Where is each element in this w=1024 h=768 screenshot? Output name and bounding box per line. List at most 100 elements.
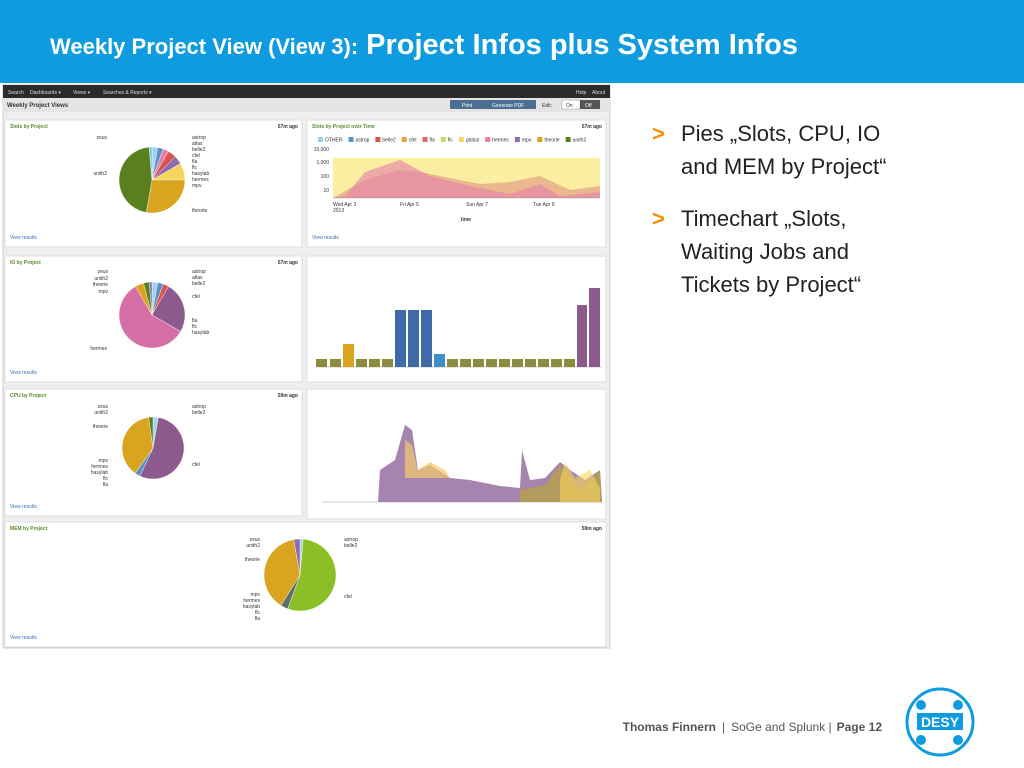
legend-swatch — [565, 137, 571, 142]
button-bar — [450, 100, 536, 109]
toggle-off — [580, 100, 600, 109]
pie-slice — [121, 417, 154, 474]
pie-label: astrop — [192, 135, 206, 141]
bullet-text: Waiting Jobs and — [681, 239, 849, 264]
pie-label: hermes — [192, 177, 209, 183]
bar — [473, 359, 484, 367]
pie-label: atlas — [192, 141, 203, 147]
pie-label: theorie — [245, 557, 261, 563]
nav-item: Searches & Reports ▾ — [103, 90, 152, 96]
panel-age: 57m ago — [582, 124, 602, 130]
y-tick-label: 1,000 — [316, 160, 329, 166]
pie-label: mpv — [251, 592, 261, 598]
nav-bar — [3, 85, 610, 98]
nav-item: Dashboards ▾ — [30, 90, 61, 96]
nav-item: About — [592, 90, 606, 96]
bar — [486, 359, 497, 367]
bar — [512, 359, 523, 367]
legend-swatch — [401, 137, 407, 142]
pie-label: zeus — [96, 135, 107, 141]
footer-part: | — [722, 720, 725, 734]
footer-part: SoGe and Splunk | — [731, 720, 832, 734]
pie-label: zeus — [97, 269, 108, 275]
bar — [447, 359, 458, 367]
pie-label: fla — [192, 159, 198, 165]
pie-label: hermes — [91, 464, 108, 470]
bar — [538, 359, 549, 367]
legend-swatch — [422, 137, 428, 142]
pie-label: zeus — [97, 404, 108, 410]
legend-label: hermes — [492, 138, 509, 144]
pie-label: belle2 — [344, 543, 358, 549]
area — [405, 440, 450, 478]
bar-chart — [316, 288, 602, 368]
bullet-text: Timechart „Slots, — [681, 206, 846, 231]
pie-label: theorie — [93, 282, 109, 288]
pie-label: unith2 — [94, 276, 108, 282]
pie-label: mpv — [99, 458, 109, 464]
pie-label: hasylab — [243, 604, 260, 610]
panel-title: Slots by Project over Time — [312, 124, 375, 130]
panel-link: View results — [10, 635, 37, 641]
pie-label: cfel — [192, 153, 200, 159]
pie-slice — [263, 539, 301, 606]
pie-label: flc — [255, 610, 261, 616]
nav-item: Views ▾ — [73, 90, 91, 96]
panel-link: View results — [312, 235, 339, 241]
legend-swatch — [485, 137, 491, 142]
logo-dot — [953, 700, 963, 710]
pie-slice — [148, 281, 153, 316]
title-prefix: Weekly Project View (View 3): — [50, 34, 358, 59]
title-main: Project Infos plus System Infos — [366, 29, 798, 61]
pie-label: cfel — [192, 462, 200, 468]
pie-label: unith2 — [246, 543, 260, 549]
bar — [577, 305, 587, 367]
y-tick-label: 100 — [321, 174, 330, 180]
legend-label: cfel — [409, 138, 417, 144]
bar — [551, 359, 562, 367]
pie-slice — [118, 286, 181, 349]
legend-swatch — [318, 137, 323, 142]
panel-link: View results — [10, 235, 37, 241]
pie-slice — [118, 146, 153, 213]
legend-swatch — [348, 137, 354, 142]
nav-item: Search — [8, 90, 24, 96]
pie-label: theorie — [192, 208, 208, 214]
pie-label: hasylab — [192, 330, 209, 336]
pie-label: astrop — [344, 537, 358, 543]
panel-link: View results — [10, 504, 37, 510]
pie-label: zeus — [249, 537, 260, 543]
pie-slice — [148, 146, 153, 181]
legend-swatch — [375, 137, 381, 142]
pie-label: belle2 — [192, 281, 206, 287]
pie-label: atlas — [192, 275, 203, 281]
toggle-label: On — [566, 103, 573, 109]
legend-swatch — [458, 137, 464, 142]
panel-age: 59m ago — [278, 393, 298, 399]
pie-label: flc — [103, 476, 109, 482]
bullet-marker: > — [652, 121, 665, 146]
logo-dot — [916, 700, 926, 710]
bullet-text: and MEM by Project“ — [681, 154, 886, 179]
logo-dot — [953, 735, 963, 745]
legend-swatch — [514, 137, 520, 142]
x-tick-label: Sun Apr 7 — [466, 202, 488, 208]
legend-label: global — [466, 138, 479, 144]
footer-part: Thomas Finnern — [623, 720, 716, 734]
pie-slice — [151, 286, 186, 332]
pie-label: cfel — [192, 294, 200, 300]
bar — [434, 354, 445, 367]
pie-label: hasylab — [192, 171, 209, 177]
logo-text: DESY — [921, 714, 960, 730]
pie-slice — [293, 538, 301, 576]
legend-label: fla — [430, 138, 436, 144]
button-label: Generate PDF — [492, 103, 524, 109]
area — [560, 462, 600, 502]
pie-label: hasylab — [91, 470, 108, 476]
nav-item: Help — [576, 90, 587, 96]
x-tick-label: Fri Apr 5 — [400, 202, 419, 208]
area-chart — [322, 425, 602, 503]
logo-bar — [917, 713, 963, 730]
pie-slice — [139, 417, 185, 480]
